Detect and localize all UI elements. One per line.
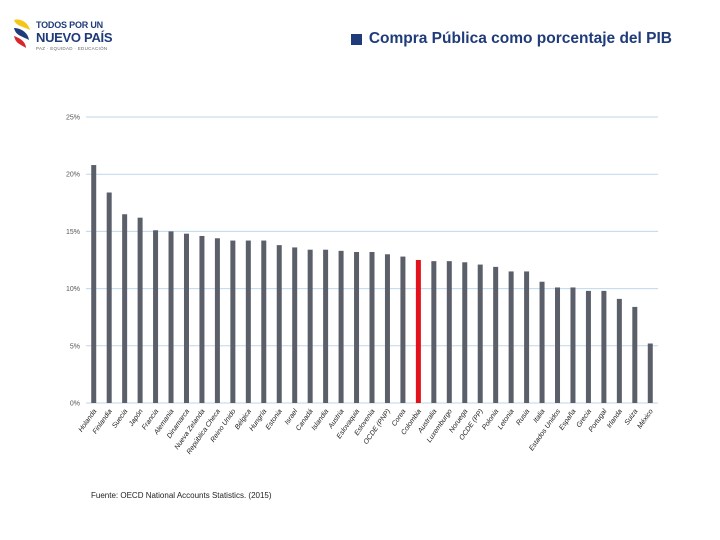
source-note: Fuente: OECD National Accounts Statistic… (91, 491, 272, 500)
x-tick-label: México (636, 408, 655, 430)
bar (400, 256, 406, 403)
bar (616, 298, 622, 403)
y-tick-label: 15% (66, 229, 80, 236)
x-tick-label: Suecia (111, 408, 129, 430)
y-tick-label: 0% (70, 401, 80, 408)
bar (214, 238, 220, 403)
bar (230, 240, 236, 403)
bar (508, 271, 514, 403)
bar (354, 251, 360, 403)
x-tick-label: Estados Unidos (528, 408, 562, 453)
bar (199, 235, 205, 403)
bar (307, 249, 313, 403)
logo-line1: TODOS POR UN (36, 20, 103, 30)
chart-title: Compra Pública como porcentaje del PIB (368, 30, 672, 47)
bar (446, 261, 452, 403)
title-bullet-icon (350, 33, 362, 45)
logo-line2: NUEVO PAÍS (36, 30, 113, 45)
bar (122, 214, 128, 403)
bar (477, 264, 483, 403)
bar (570, 287, 576, 403)
x-tick-label: Irlanda (606, 408, 624, 430)
bar (415, 260, 421, 403)
bar (106, 192, 112, 403)
bar (555, 287, 561, 403)
y-tick-label: 5% (70, 343, 80, 350)
bar (183, 233, 189, 403)
logo-line3: PAZ · EQUIDAD · EDUCACIÓN (36, 46, 108, 51)
bar (276, 245, 282, 403)
bar (338, 250, 344, 403)
bar (292, 247, 298, 403)
bar (539, 281, 545, 403)
bar (431, 261, 437, 403)
bar (168, 231, 174, 403)
bar (323, 249, 329, 403)
bar (137, 217, 143, 403)
bar (493, 266, 499, 403)
x-tick-label: Rusia (515, 408, 531, 427)
y-tick-label: 25% (66, 115, 80, 122)
y-tick-label: 10% (66, 286, 80, 293)
bar (153, 230, 159, 403)
bar (384, 254, 390, 403)
bar (647, 343, 653, 403)
y-tick-label: 20% (66, 172, 80, 179)
x-tick-label: Italia (532, 408, 546, 424)
bar (632, 306, 638, 403)
title-block: Compra Pública como porcentaje del PIB (350, 30, 672, 48)
bar (601, 290, 607, 403)
logo: TODOS POR UN NUEVO PAÍS PAZ · EQUIDAD · … (10, 14, 120, 64)
bar (245, 240, 251, 403)
x-tick-label: Letonia (497, 408, 516, 431)
bar (261, 240, 267, 403)
logo-mark-icon (14, 19, 30, 48)
bar (462, 262, 468, 403)
bar (91, 165, 97, 403)
bar (524, 271, 530, 403)
bar (585, 290, 591, 403)
bar (369, 251, 375, 403)
x-tick-label: Estonia (265, 408, 284, 431)
